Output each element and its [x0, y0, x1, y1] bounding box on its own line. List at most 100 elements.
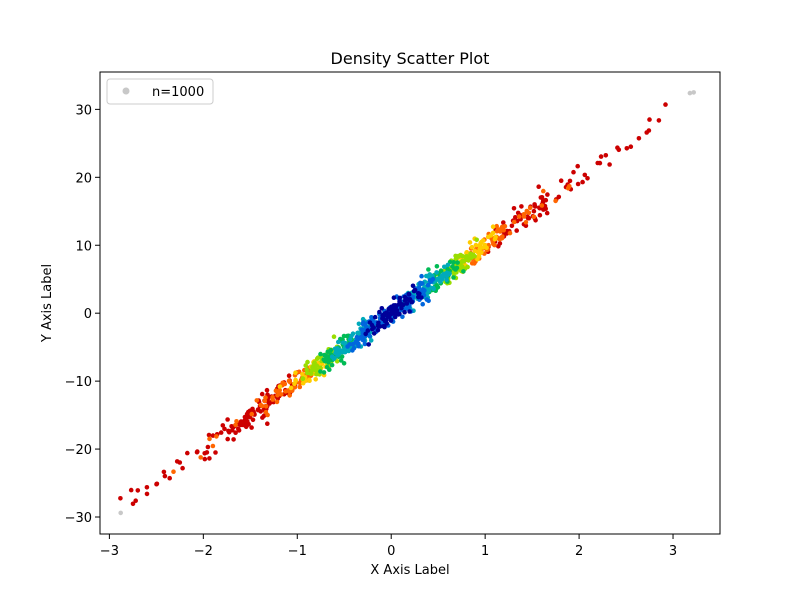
scatter-point: [558, 178, 564, 183]
scatter-point: [575, 163, 580, 169]
scatter-point: [130, 501, 136, 507]
scatter-point: [474, 237, 480, 243]
scatter-point: [368, 338, 374, 343]
y-tick-label: −10: [65, 375, 92, 390]
scatter-point: [244, 414, 250, 420]
scatter-point: [580, 179, 585, 185]
scatter-point: [128, 487, 134, 493]
scatter-point: [297, 384, 303, 390]
scatter-point: [369, 315, 374, 320]
scatter-point: [425, 282, 431, 288]
scatter-point: [691, 90, 696, 95]
scatter-point: [194, 449, 200, 455]
scatter-point: [318, 351, 323, 357]
x-tick-label: −3: [100, 544, 119, 559]
scatter-point: [381, 323, 386, 329]
scatter-point: [439, 275, 444, 281]
scatter-point: [154, 481, 159, 487]
scatter-point: [435, 276, 440, 282]
scatter-point: [225, 436, 230, 442]
scatter-point: [311, 367, 316, 372]
scatter-point: [536, 184, 541, 189]
scatter-point: [513, 215, 518, 220]
scatter-point: [387, 311, 393, 316]
scatter-point: [461, 259, 467, 264]
scatter-point: [254, 398, 260, 403]
scatter-point: [162, 473, 168, 479]
scatter-point: [250, 417, 256, 423]
scatter-point: [420, 301, 426, 307]
scatter-point: [400, 302, 406, 308]
scatter-point: [393, 311, 398, 317]
scatter-point: [531, 214, 537, 220]
scatter-point: [427, 272, 433, 277]
scatter-point: [397, 311, 402, 317]
scatter-point: [171, 469, 176, 475]
scatter-point: [624, 146, 630, 151]
scatter-point: [647, 117, 652, 122]
scatter-point: [260, 415, 265, 420]
y-tick-label: 0: [84, 307, 92, 322]
scatter-point: [349, 333, 354, 339]
scatter-point: [603, 153, 609, 158]
scatter-point: [161, 469, 167, 475]
scatter-point: [585, 176, 590, 181]
scatter-point: [283, 389, 288, 394]
scatter-point: [167, 475, 172, 481]
scatter-point: [465, 256, 470, 261]
scatter-point: [324, 364, 330, 370]
x-tick-label: −2: [194, 544, 213, 559]
scatter-point: [545, 192, 550, 197]
y-tick-label: 30: [75, 103, 92, 118]
scatter-point: [389, 304, 394, 310]
scatter-point: [445, 262, 451, 268]
scatter-point: [453, 256, 459, 262]
scatter-point: [451, 275, 456, 280]
scatter-point: [245, 422, 251, 427]
scatter-point: [362, 341, 368, 347]
scatter-point: [519, 204, 524, 209]
scatter-point: [485, 234, 491, 240]
scatter-point: [282, 381, 288, 387]
scatter-point: [372, 314, 378, 320]
scatter-point: [144, 485, 150, 490]
scatter-point: [263, 404, 269, 409]
legend-marker: [122, 87, 130, 95]
scatter-point: [354, 334, 360, 340]
scatter-point: [628, 144, 634, 149]
scatter-point: [375, 327, 381, 333]
scatter-point: [382, 318, 388, 324]
scatter-point: [246, 409, 251, 415]
scatter-point: [204, 450, 210, 455]
scatter-point: [315, 355, 321, 361]
scatter-point: [342, 340, 348, 346]
scatter-point: [539, 195, 545, 200]
scatter-point: [438, 268, 444, 274]
scatter-point: [496, 244, 501, 249]
scatter-point: [366, 342, 372, 347]
scatter-point: [363, 331, 369, 337]
y-tick-label: −20: [65, 443, 92, 458]
scatter-point: [144, 491, 150, 497]
scatter-point: [490, 224, 496, 229]
scatter-point: [477, 243, 482, 248]
scatter-point: [205, 444, 211, 450]
scatter-point: [336, 339, 341, 345]
scatter-point: [258, 402, 264, 408]
scatter-point: [541, 207, 546, 212]
scatter-point: [507, 230, 513, 236]
scatter-point: [404, 301, 410, 306]
scatter-point: [490, 230, 496, 236]
scatter-point: [236, 428, 242, 433]
scatter-point: [511, 219, 517, 225]
scatter-point: [347, 337, 353, 342]
scatter-point: [231, 437, 236, 442]
scatter-point: [198, 455, 203, 460]
scatter-point: [350, 348, 355, 353]
scatter-point: [516, 214, 522, 219]
scatter-point: [541, 188, 546, 194]
scatter-point: [370, 326, 375, 332]
scatter-point: [202, 456, 208, 462]
scatter-point: [233, 430, 238, 436]
